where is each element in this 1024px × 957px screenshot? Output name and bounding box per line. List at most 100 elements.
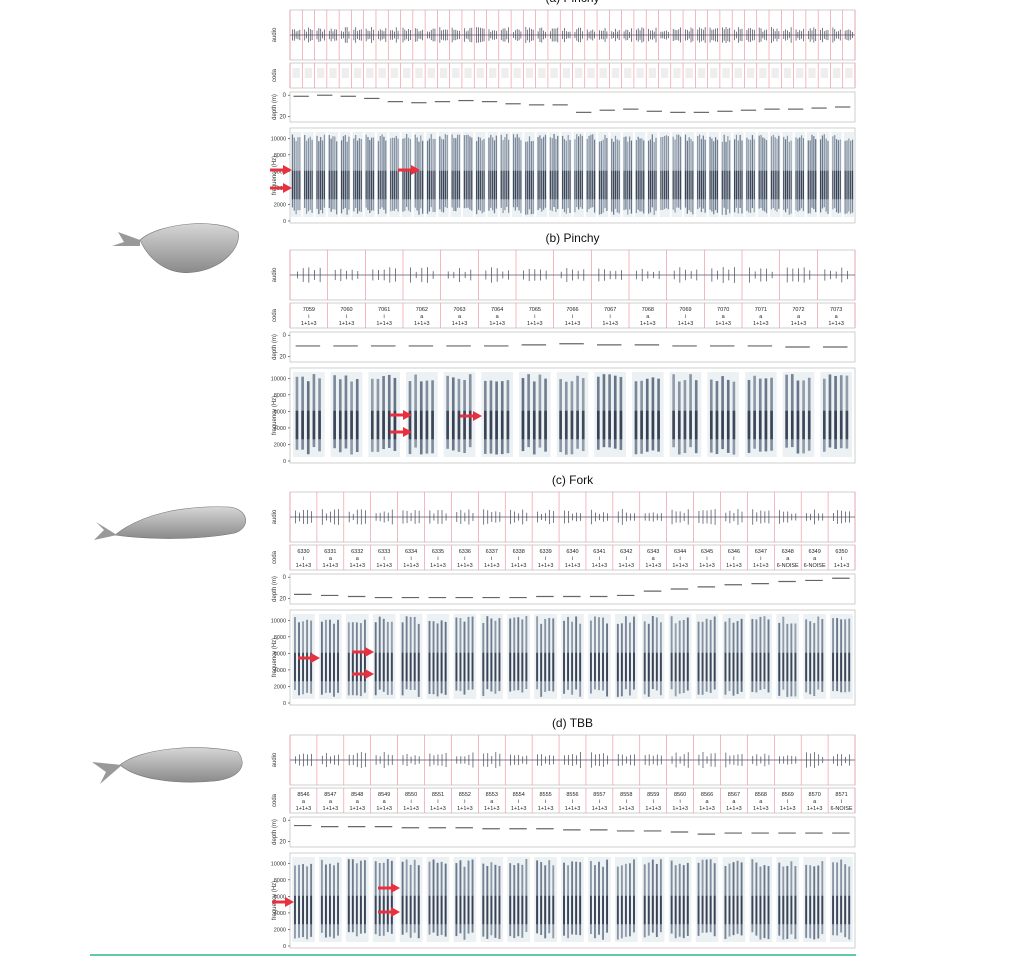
spectrogram-coda <box>668 614 692 699</box>
spectrogram-core <box>659 895 662 925</box>
arrow-head <box>391 883 400 893</box>
coda-id: 6334 <box>405 549 417 555</box>
coda-type: 1+1+3 <box>592 806 608 812</box>
coda-type: 1+1+3 <box>645 806 661 812</box>
spectrogram-core <box>772 170 774 200</box>
spectrogram-coda <box>671 132 683 217</box>
spectrogram-core <box>835 170 838 200</box>
spectrogram-core <box>385 170 387 200</box>
coda-type: 6-NOISE <box>777 563 799 569</box>
spectrogram-coda <box>292 857 315 942</box>
spectrogram-core <box>455 895 458 925</box>
spectrogram-core <box>536 652 539 682</box>
spectrogram-coda <box>722 614 746 699</box>
spectrogram-core <box>778 170 780 200</box>
spectrogram-core <box>407 170 410 200</box>
spectrogram-core <box>440 895 443 925</box>
coda-vowel: i <box>626 799 627 805</box>
coda-type: 1+1+3 <box>296 563 312 569</box>
spectrogram-stripe <box>553 134 555 208</box>
spectrogram-core <box>565 170 567 200</box>
coda-vowel: a <box>652 556 656 562</box>
spectrogram-core <box>704 170 706 200</box>
coda-vowel: a <box>383 799 387 805</box>
spectrogram-core <box>347 895 350 925</box>
spectrogram-core <box>590 170 592 200</box>
spectrogram-coda <box>615 857 638 942</box>
coda-vowel: i <box>491 556 492 562</box>
spectrogram-core <box>355 410 359 440</box>
spectrogram-core <box>420 170 422 200</box>
spectrogram-coda <box>319 614 342 699</box>
spectrogram-core <box>832 895 835 925</box>
spectrogram-core <box>821 652 824 682</box>
spectrogram-stripe <box>624 616 627 690</box>
spectrogram-core <box>302 895 304 925</box>
spectrogram-core <box>828 410 832 440</box>
spectrogram-core <box>753 410 756 440</box>
arrow-head <box>473 411 482 421</box>
spectrogram-core <box>446 170 448 200</box>
spectrogram-core <box>596 410 600 440</box>
axis-label: coda <box>272 68 278 82</box>
axis-label: depth (m) <box>272 576 278 602</box>
coda-placeholder <box>820 68 828 78</box>
spectrogram-coda <box>782 132 793 217</box>
coda-vowel: i <box>572 556 573 562</box>
arrow-head <box>283 165 292 175</box>
coda-placeholder <box>488 68 497 78</box>
spectrogram-core <box>509 895 512 925</box>
coda-placeholder <box>587 68 595 78</box>
spectrogram-coda <box>598 132 609 217</box>
spectrogram-core <box>807 410 811 440</box>
spectrogram-core <box>822 410 826 440</box>
coda-type: 1+1+3 <box>457 806 473 812</box>
spectrogram-core <box>386 652 389 682</box>
spectrogram-core <box>709 652 712 682</box>
spectrogram-coda <box>453 614 477 699</box>
coda-placeholder <box>353 68 362 78</box>
spectrogram-core <box>471 652 474 682</box>
spectrogram-core <box>500 410 504 440</box>
spectrogram-core <box>813 895 816 925</box>
spectrogram-coda <box>806 132 818 217</box>
spectrogram-stripe <box>751 859 754 933</box>
spectrogram-core <box>444 170 446 200</box>
axis-label: coda <box>272 308 278 322</box>
spectrogram-core <box>620 895 623 925</box>
spectrogram-coda <box>426 614 450 699</box>
spectrogram-core <box>840 895 843 925</box>
coda-type: 1+1+3 <box>489 321 505 327</box>
coda-type: 1+1+3 <box>430 563 446 569</box>
spectrogram-core <box>686 170 688 200</box>
spectrogram-stripe <box>709 859 712 933</box>
freq-tick-label: 0 <box>283 459 286 465</box>
spectrogram-core <box>463 895 466 925</box>
spectrogram-core <box>755 895 758 925</box>
spectrogram-coda <box>782 372 815 457</box>
coda-placeholder <box>660 68 669 78</box>
spectrogram-core <box>600 170 602 200</box>
coda-vowel: a <box>759 314 763 320</box>
spectrogram-core <box>629 652 631 682</box>
coda-type: 6-NOISE <box>831 806 853 812</box>
coda-vowel: a <box>722 314 726 320</box>
spectrogram-core <box>413 895 416 925</box>
coda-id: 8551 <box>432 792 444 798</box>
coda-id: 6335 <box>432 549 444 555</box>
spectrogram-coda <box>803 857 826 942</box>
spectrogram-core <box>764 410 768 440</box>
coda-type: 1+1+3 <box>538 806 554 812</box>
spectrogram-core <box>360 170 362 200</box>
coda-id: 7069 <box>679 307 691 313</box>
spectrogram-core <box>355 170 357 200</box>
spectrogram-core <box>647 895 650 925</box>
spectrogram-core <box>634 410 638 440</box>
spectrogram-coda <box>290 132 302 217</box>
spectrogram-core <box>521 410 525 440</box>
spectrogram-core <box>351 895 354 925</box>
spectrogram-core <box>821 170 824 200</box>
coda-vowel: a <box>705 799 709 805</box>
spectrogram-core <box>527 410 530 440</box>
